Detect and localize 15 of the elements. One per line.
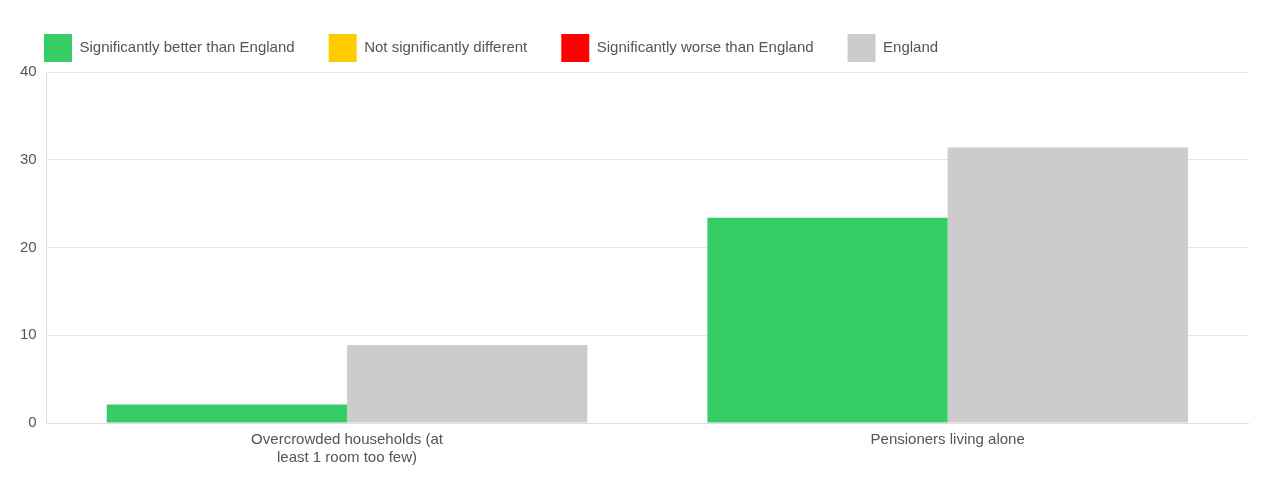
legend-label: England	[883, 38, 939, 56]
bar	[947, 147, 1188, 423]
bar	[347, 344, 588, 423]
bar	[707, 217, 948, 423]
y-tick-label: 0	[28, 413, 37, 431]
x-tick-label: Pensioners living alone	[870, 430, 1025, 448]
legend-label: Significantly better than England	[79, 38, 295, 56]
y-tick-label: 40	[20, 62, 37, 80]
y-tick-label: 30	[20, 149, 37, 167]
legend-label: Not significantly different	[364, 38, 529, 56]
x-tick-label: Overcrowded households (at least 1 room too few)	[251, 430, 444, 466]
y-tick-label: 10	[20, 325, 37, 343]
bar	[106, 404, 348, 423]
y-tick-label: 20	[20, 237, 37, 255]
legend-label: Significantly worse than England	[596, 38, 814, 56]
